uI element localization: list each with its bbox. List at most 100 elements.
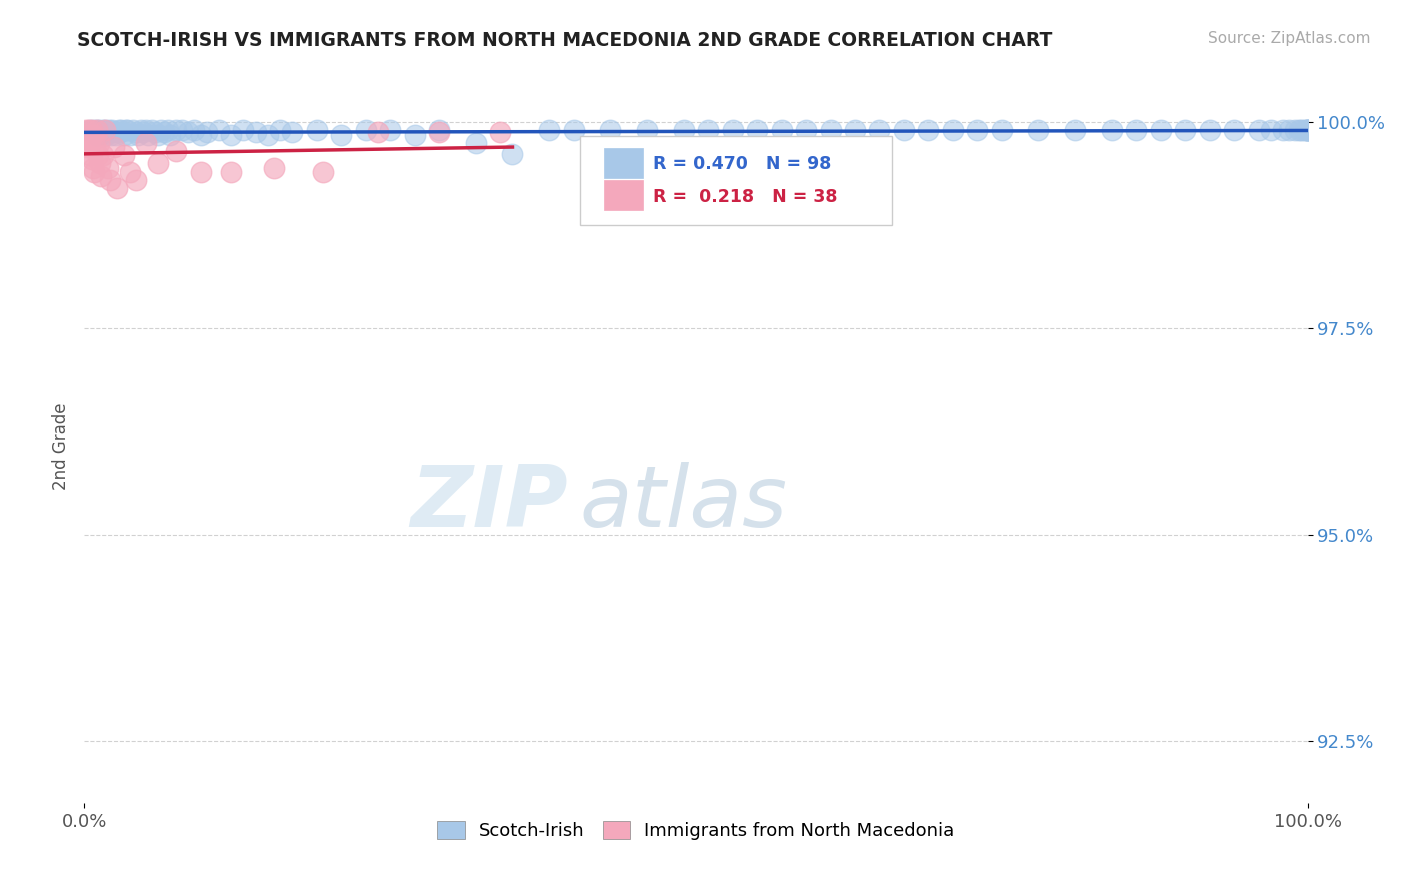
Point <box>427 125 450 139</box>
Point <box>219 128 242 142</box>
Point <box>79 136 101 150</box>
Point <box>820 123 842 137</box>
Point <box>101 123 124 137</box>
Point <box>115 123 138 137</box>
Point <box>105 128 128 142</box>
Text: ZIP: ZIP <box>411 461 568 545</box>
Point <box>464 136 486 150</box>
Point <box>86 123 108 137</box>
Point <box>219 164 242 178</box>
Point <box>153 125 176 139</box>
Point <box>135 136 157 150</box>
Point <box>100 128 122 142</box>
Point <box>86 123 108 137</box>
Point <box>91 148 114 162</box>
Point <box>172 123 194 137</box>
Point <box>1295 123 1317 137</box>
Point <box>87 123 110 137</box>
Point <box>125 125 148 139</box>
Point <box>93 126 115 140</box>
Point <box>87 148 110 162</box>
Point <box>129 123 152 137</box>
Point <box>269 123 291 137</box>
Point <box>367 125 389 139</box>
Point <box>1284 123 1306 137</box>
Point <box>1223 123 1246 137</box>
Point <box>844 123 866 137</box>
Point <box>135 123 157 137</box>
Point <box>97 123 120 137</box>
Point <box>1260 123 1282 137</box>
Point <box>1288 123 1310 137</box>
Point <box>404 128 426 142</box>
Point <box>83 164 105 178</box>
Point <box>89 125 111 139</box>
Point <box>770 123 793 137</box>
Point <box>917 123 939 137</box>
Point <box>1292 123 1315 137</box>
Point <box>305 123 328 137</box>
Point <box>110 123 132 137</box>
Point <box>1174 123 1197 137</box>
Y-axis label: 2nd Grade: 2nd Grade <box>52 402 70 490</box>
Point <box>112 128 135 142</box>
Point <box>1296 123 1319 137</box>
Point <box>79 148 101 162</box>
Point <box>165 144 187 158</box>
Point <box>427 123 450 137</box>
FancyBboxPatch shape <box>605 148 644 178</box>
Point <box>697 123 720 137</box>
Point <box>98 125 121 139</box>
Text: Source: ZipAtlas.com: Source: ZipAtlas.com <box>1208 31 1371 46</box>
Point <box>97 161 120 175</box>
Point <box>232 123 254 137</box>
Point <box>79 123 101 137</box>
Point <box>1296 123 1319 137</box>
Point <box>208 123 231 137</box>
Point <box>146 156 169 170</box>
Point <box>76 128 98 142</box>
Point <box>83 123 105 137</box>
Point <box>1028 123 1050 137</box>
Point <box>1291 123 1313 137</box>
Point <box>141 123 163 137</box>
Point <box>84 140 107 154</box>
Point <box>98 173 121 187</box>
Point <box>112 148 135 162</box>
Point <box>80 153 103 167</box>
FancyBboxPatch shape <box>605 180 644 211</box>
Point <box>87 136 110 150</box>
Point <box>132 125 155 139</box>
Point <box>146 128 169 142</box>
Point <box>75 123 97 137</box>
Point <box>91 123 114 137</box>
Point <box>103 140 125 154</box>
Point <box>86 128 108 142</box>
Point <box>502 146 524 161</box>
Point <box>122 123 145 137</box>
Point <box>1272 123 1295 137</box>
Point <box>89 156 111 170</box>
Point <box>966 123 988 137</box>
Point <box>107 123 129 137</box>
Point <box>1278 123 1301 137</box>
Point <box>183 123 205 137</box>
Point <box>118 128 141 142</box>
Text: R = 0.470   N = 98: R = 0.470 N = 98 <box>654 154 831 173</box>
Point <box>672 123 695 137</box>
Point <box>562 123 585 137</box>
Point <box>82 128 104 142</box>
Point <box>538 123 561 137</box>
Point <box>150 123 173 137</box>
Legend: Scotch-Irish, Immigrants from North Macedonia: Scotch-Irish, Immigrants from North Mace… <box>430 814 962 847</box>
Point <box>354 123 377 137</box>
Text: SCOTCH-IRISH VS IMMIGRANTS FROM NORTH MACEDONIA 2ND GRADE CORRELATION CHART: SCOTCH-IRISH VS IMMIGRANTS FROM NORTH MA… <box>77 31 1053 50</box>
Point <box>489 125 512 139</box>
Point <box>159 128 181 142</box>
Point <box>127 128 149 142</box>
Point <box>190 128 212 142</box>
Point <box>257 128 280 142</box>
Point <box>380 123 402 137</box>
Point <box>794 123 817 137</box>
Point <box>636 123 658 137</box>
